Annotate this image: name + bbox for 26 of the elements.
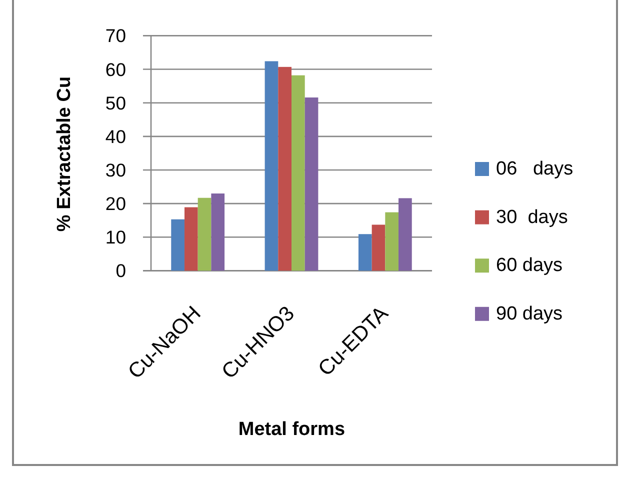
bar	[398, 198, 412, 271]
y-tick-label: 30	[105, 159, 126, 180]
x-axis-title: Metal forms	[238, 419, 346, 440]
y-tick-label: 60	[105, 58, 126, 80]
bar	[264, 61, 278, 271]
bar	[278, 66, 292, 271]
y-tick-label: 20	[105, 193, 126, 214]
bar	[372, 224, 386, 271]
bar	[385, 212, 399, 271]
legend-label: 06 days	[496, 158, 574, 180]
bar	[358, 234, 372, 271]
y-tick-label: 0	[116, 260, 126, 282]
y-axis-title: % Extractable Cu	[54, 76, 75, 232]
y-tick-label: 50	[105, 92, 126, 114]
bar	[211, 193, 225, 271]
y-tick-label: 40	[105, 126, 126, 147]
bar	[198, 198, 212, 271]
bar	[171, 219, 184, 271]
bar	[184, 207, 198, 271]
bar	[304, 97, 318, 271]
y-tick-label: 70	[105, 25, 126, 46]
legend-label: 60 days	[496, 255, 563, 276]
y-tick-label: 10	[105, 226, 126, 248]
legend-label: 90 days	[496, 303, 563, 324]
bar	[292, 75, 305, 271]
legend-label: 30 days	[496, 206, 568, 228]
